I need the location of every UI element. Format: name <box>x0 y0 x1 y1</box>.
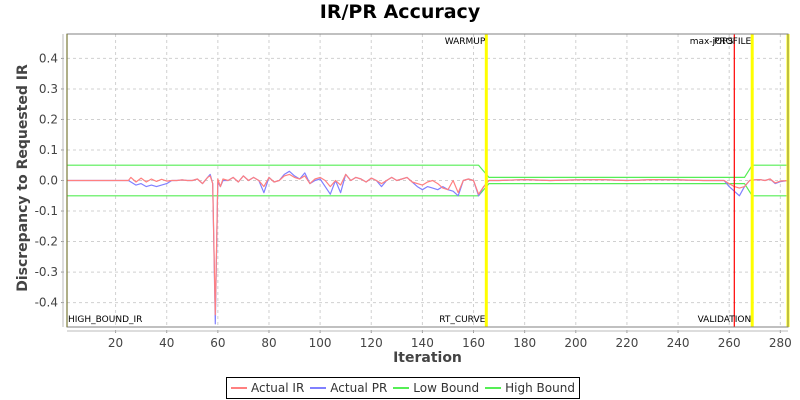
y-tick-label: 0.0 <box>39 174 58 188</box>
legend-label: Actual PR <box>330 381 388 395</box>
y-tick-label: -0.3 <box>35 265 58 279</box>
y-tick-label: 0.3 <box>39 82 58 96</box>
marker-top-label: max-jOPS <box>690 37 734 47</box>
x-tick-label: 240 <box>667 336 690 350</box>
marker-top-label: PROFILE <box>714 37 752 47</box>
x-tick-label: 160 <box>462 336 485 350</box>
data-series <box>67 164 789 325</box>
x-tick-label: 200 <box>564 336 587 350</box>
x-tick-label: 260 <box>718 336 741 350</box>
line-swatch-icon <box>231 387 247 389</box>
x-tick-label: 220 <box>615 336 638 350</box>
x-tick-label: 40 <box>159 336 174 350</box>
x-axis-label: Iteration <box>393 350 462 366</box>
series-low-bound <box>67 183 788 197</box>
legend-item-actual-pr[interactable]: Actual PR <box>310 381 387 395</box>
legend-label: Low Bound <box>413 381 480 395</box>
y-tick-label: -0.2 <box>35 235 58 249</box>
series-high-bound <box>67 164 788 178</box>
marker-bottom-label: VALIDATION <box>698 315 752 325</box>
corner-label: HIGH_BOUND_IR <box>68 315 142 325</box>
legend-item-low-bound[interactable]: Low Bound <box>393 381 479 395</box>
legend-label: Actual IR <box>251 381 305 395</box>
y-tick-label: -0.4 <box>35 296 58 310</box>
marker-top-label: WARMUP <box>445 37 486 47</box>
axes: 0.4 0.3 0.2 0.1 0.0 -0.1 -0.2 -0.3 -0.4 20 40 60 80 1… <box>35 34 792 350</box>
y-tick-label: 0.4 <box>39 51 58 65</box>
x-tick-label: 20 <box>108 336 123 350</box>
x-tick-label: 60 <box>210 336 225 350</box>
y-tick-label: -0.1 <box>35 204 58 218</box>
y-tick-label: 0.1 <box>39 143 58 157</box>
legend-item-actual-ir[interactable]: Actual IR <box>231 381 304 395</box>
x-tick-label: 80 <box>261 336 276 350</box>
legend-label: High Bound <box>505 381 575 395</box>
x-tick-label: 120 <box>360 336 383 350</box>
legend-item-high-bound[interactable]: High Bound <box>485 381 575 395</box>
y-tick-label: 0.2 <box>39 112 58 126</box>
legend: Actual IR Actual PR Low Bound High Bound <box>226 377 580 399</box>
line-swatch-icon <box>393 387 410 389</box>
line-swatch-icon <box>310 387 327 389</box>
series-actual-ir <box>67 173 789 316</box>
x-tick-label: 180 <box>513 336 536 350</box>
x-tick-label: 140 <box>411 336 434 350</box>
x-tick-label: 100 <box>309 336 332 350</box>
line-swatch-icon <box>485 387 502 389</box>
x-tick-label: 280 <box>769 336 792 350</box>
series-actual-pr <box>67 170 789 325</box>
marker-bottom-label: RT_CURVE <box>439 315 485 325</box>
chart-title: IR/PR Accuracy <box>319 1 481 23</box>
